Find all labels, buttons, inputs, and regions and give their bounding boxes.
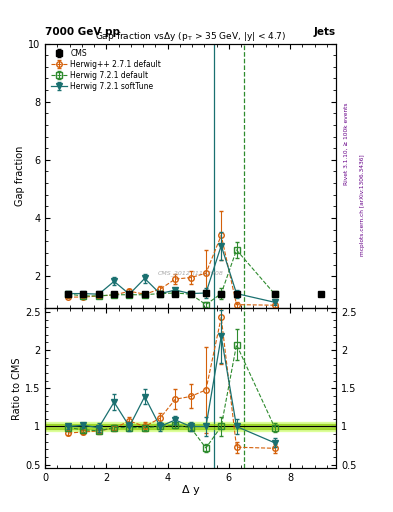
Text: Rivet 3.1.10, ≥ 100k events: Rivet 3.1.10, ≥ 100k events bbox=[344, 102, 349, 185]
Legend: CMS, Herwig++ 2.7.1 default, Herwig 7.2.1 default, Herwig 7.2.1 softTune: CMS, Herwig++ 2.7.1 default, Herwig 7.2.… bbox=[49, 47, 163, 92]
Title: Gap fraction vs$\Delta$y (p$_{\rm T}$ > 35 GeV, |y| < 4.7): Gap fraction vs$\Delta$y (p$_{\rm T}$ > … bbox=[95, 30, 286, 44]
X-axis label: Δ y: Δ y bbox=[182, 485, 200, 495]
Text: CMS_2012_I1102908: CMS_2012_I1102908 bbox=[158, 271, 224, 276]
Text: mcplots.cern.ch [arXiv:1306.3436]: mcplots.cern.ch [arXiv:1306.3436] bbox=[360, 154, 365, 255]
Y-axis label: Ratio to CMS: Ratio to CMS bbox=[12, 357, 22, 419]
Text: Jets: Jets bbox=[314, 27, 336, 37]
Text: 7000 GeV pp: 7000 GeV pp bbox=[45, 27, 120, 37]
Bar bbox=[45, 422, 336, 431]
Bar bbox=[45, 424, 336, 429]
Y-axis label: Gap fraction: Gap fraction bbox=[15, 145, 25, 206]
